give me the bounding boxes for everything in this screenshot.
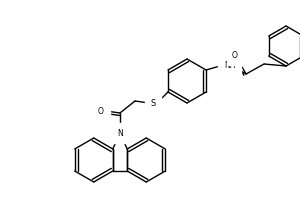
- Text: N: N: [117, 129, 123, 138]
- Text: S: S: [150, 98, 156, 108]
- Text: O: O: [232, 50, 238, 60]
- Text: O: O: [98, 106, 104, 116]
- Text: NH: NH: [224, 62, 236, 71]
